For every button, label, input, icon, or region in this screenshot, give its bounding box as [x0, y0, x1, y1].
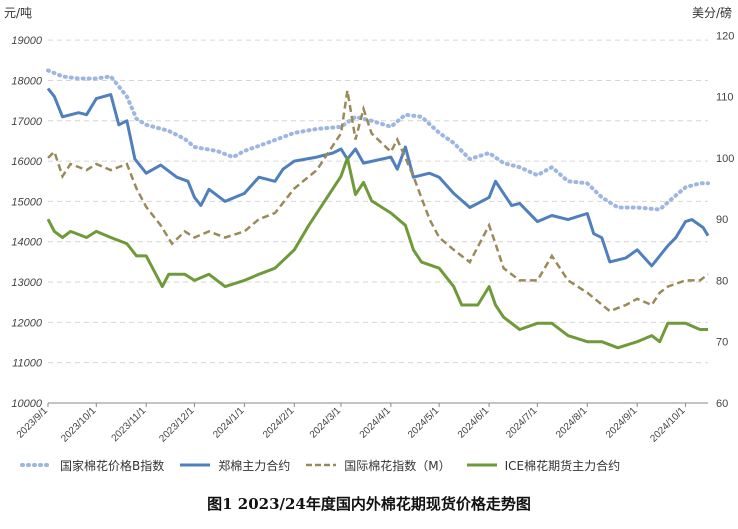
x-tick-label: 2024/4/1: [358, 405, 394, 441]
left-tick-label: 12000: [11, 317, 42, 329]
right-tick-label: 70: [716, 337, 728, 349]
right-tick-label: 60: [716, 398, 728, 410]
left-tick-label: 13000: [11, 277, 42, 289]
legend-swatch-dashed: [306, 463, 337, 467]
left-tick-label: 10000: [11, 398, 42, 410]
x-tick-label: 2023/10/1: [59, 405, 99, 445]
x-tick-label: 2023/11/1: [110, 405, 149, 444]
left-tick-label: 17000: [11, 116, 42, 128]
legend-item-ice-futures: ICE棉花期货主力合约: [465, 457, 621, 474]
left-tick-label: 19000: [11, 35, 42, 47]
series-line-2: [47, 90, 709, 313]
legend-swatch-solid-blue: [180, 463, 211, 467]
legend-item-zce-futures: 郑棉主力合约: [178, 457, 290, 474]
x-tick-label: 2024/2/1: [261, 405, 297, 441]
left-tick-label: 11000: [12, 358, 43, 370]
legend-swatch-solid-green: [466, 463, 497, 467]
legend-label: 郑棉主力合约: [218, 458, 291, 473]
series-line-1: [46, 87, 710, 268]
x-tick-label: 2024/5/1: [406, 405, 442, 441]
series-line-3: [46, 156, 708, 350]
chart-title: 图1 2023/24年度国内外棉花期现货价格走势图: [207, 495, 531, 513]
legend-swatch-dotted: [20, 463, 54, 467]
right-axis-unit: 美分/磅: [691, 6, 732, 20]
legend-label: 国家棉花价格B指数: [60, 458, 165, 473]
price-trend-chart: 10000 11000 12000 13000 14000 15000 16000 17000…: [11, 30, 734, 445]
x-tick-label: 2024/9/1: [604, 405, 640, 441]
series-line-0: [46, 68, 710, 212]
left-tick-label: 14000: [11, 237, 42, 249]
legend-item-m-index: 国际棉花指数（M）: [304, 457, 451, 474]
left-tick-label: 15000: [11, 196, 42, 208]
right-tick-label: 110: [716, 92, 734, 104]
right-tick-label: 120: [716, 30, 734, 42]
left-axis-unit: 元/吨: [4, 6, 33, 20]
x-tick-label: 2024/3/1: [308, 405, 344, 441]
x-tick-label: 2024/6/1: [456, 405, 492, 441]
x-tick-label: 2024/1/1: [211, 405, 247, 441]
legend-label: 国际棉花指数（M）: [344, 458, 451, 473]
x-tick-label: 2023/9/1: [15, 405, 51, 441]
x-tick-label: 2024/8/1: [554, 405, 590, 441]
chart-legend: 国家棉花价格B指数 郑棉主力合约 国际棉花指数（M） ICE棉花期货主力合约: [20, 455, 720, 475]
legend-item-b-index: 国家棉花价格B指数: [20, 457, 164, 474]
legend-label: ICE棉花期货主力合约: [504, 458, 621, 473]
left-tick-label: 16000: [11, 156, 42, 168]
right-tick-label: 80: [716, 275, 728, 287]
right-tick-label: 90: [716, 214, 728, 226]
left-tick-label: 18000: [11, 75, 42, 87]
right-tick-label: 100: [716, 153, 734, 165]
x-tick-label: 2023/12/1: [157, 405, 197, 445]
x-tick-label: 2024/7/1: [504, 405, 540, 441]
x-tick-label: 2024/10/1: [648, 405, 688, 445]
